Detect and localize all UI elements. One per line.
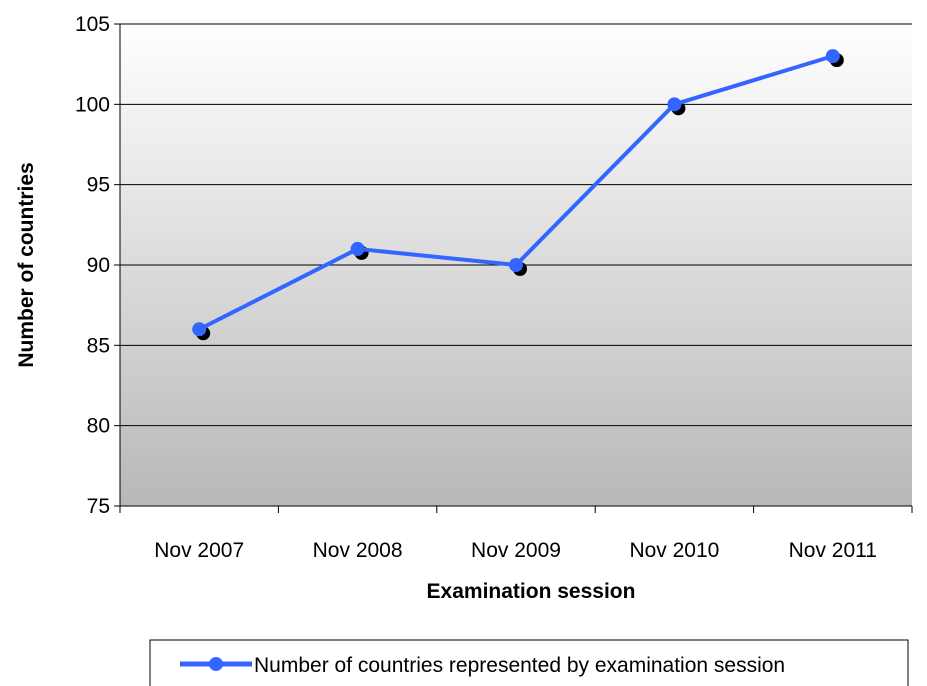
- x-tick-label: Nov 2007: [154, 539, 244, 562]
- x-tick-label: Nov 2008: [313, 539, 403, 562]
- series-group: [192, 49, 844, 341]
- x-tick-label: Nov 2009: [471, 539, 561, 562]
- y-tick-label: 75: [87, 495, 110, 518]
- y-tick-label: 80: [87, 415, 110, 438]
- legend-box: [149, 639, 909, 686]
- data-point: [667, 97, 682, 112]
- y-tick-label: 95: [87, 174, 110, 197]
- y-axis-title: Number of countries: [15, 162, 38, 367]
- x-axis-title: Examination session: [427, 580, 636, 603]
- x-tick-label: Nov 2011: [789, 539, 877, 562]
- legend: Number of countries represented by exami…: [149, 639, 909, 686]
- y-tick-labels: 75 80 85 90 95 100 105: [75, 13, 110, 518]
- y-tick-label: 90: [87, 254, 110, 277]
- legend-label: Number of countries represented by exami…: [254, 654, 785, 677]
- data-point: [350, 241, 365, 256]
- x-tick-labels: Nov 2007 Nov 2008 Nov 2009 Nov 2010 Nov 2011: [154, 539, 877, 562]
- data-point: [825, 49, 840, 64]
- data-point: [192, 322, 207, 337]
- data-point: [509, 258, 523, 272]
- y-tick-label: 85: [87, 334, 110, 357]
- y-tick-label: 105: [75, 13, 110, 36]
- x-tick-label: Nov 2010: [629, 539, 719, 562]
- y-tick-label: 100: [75, 93, 110, 116]
- legend-marker-symbol: [209, 657, 223, 671]
- axes: [119, 24, 913, 513]
